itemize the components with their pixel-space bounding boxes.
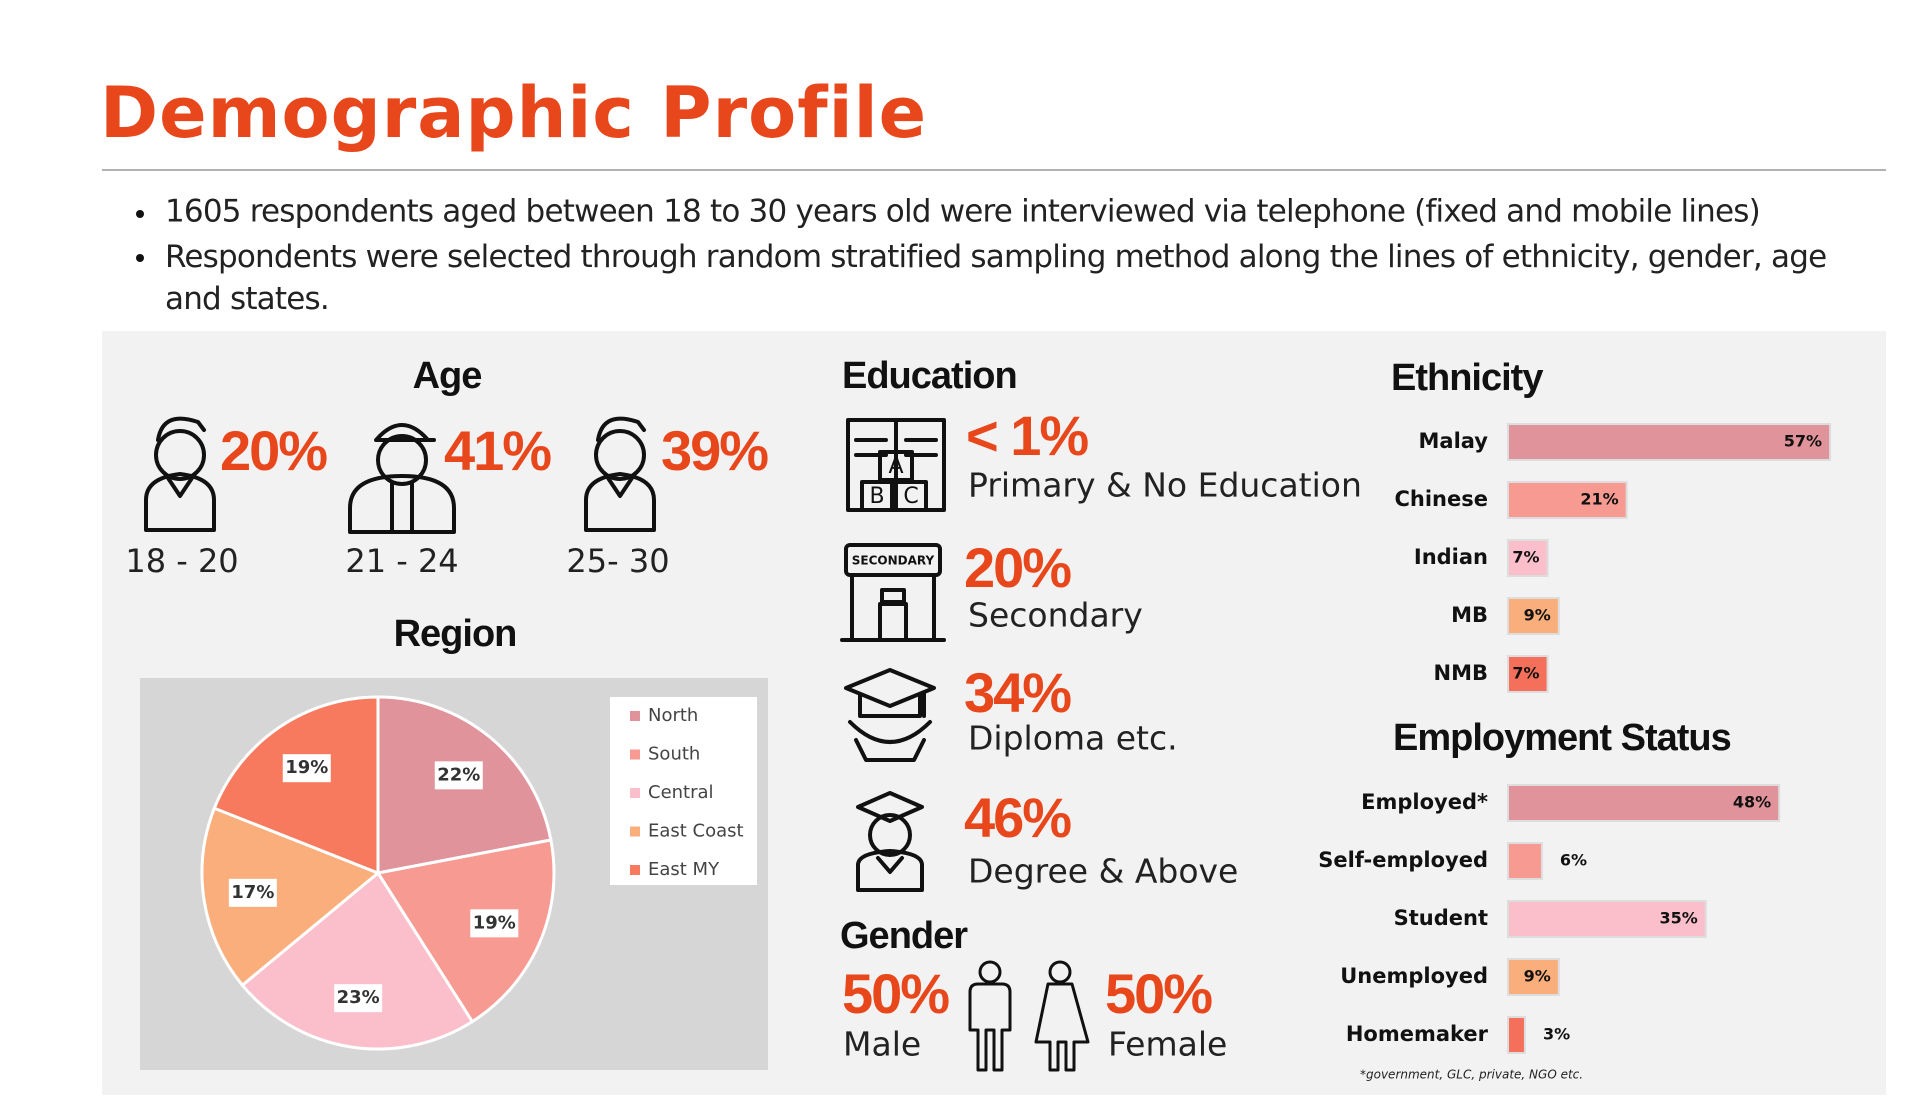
education-value: < 1%	[966, 404, 1088, 467]
legend-swatch	[630, 865, 640, 875]
age-value: 39%	[661, 419, 768, 482]
label-box	[228, 878, 277, 907]
label-box	[282, 754, 331, 783]
bar	[1507, 784, 1781, 822]
bullet-text: Respondents were selected through random…	[165, 239, 1827, 317]
legend-swatch	[630, 788, 640, 798]
label-box	[334, 984, 383, 1013]
pie-slice	[200, 806, 381, 988]
age-label: 25- 30	[566, 542, 669, 580]
legend-label: North	[648, 705, 698, 726]
age-value: 41%	[444, 419, 551, 482]
section-title: Age	[413, 355, 482, 397]
education-label: Diploma etc.	[968, 719, 1178, 758]
bar	[1507, 958, 1560, 996]
section-title: Gender	[840, 915, 968, 957]
education-value: 46%	[964, 786, 1071, 849]
bar	[1507, 655, 1549, 693]
footnote: *government, GLC, private, NGO etc.	[1360, 1068, 1583, 1082]
label-box	[434, 761, 483, 790]
section-title: Employment Status	[1393, 717, 1731, 759]
data-label: 6%	[1560, 851, 1587, 870]
data-label: 57%	[1784, 432, 1822, 451]
person-icon	[584, 416, 656, 532]
legend-swatch	[630, 826, 640, 837]
section-title: Ethnicity	[1391, 357, 1543, 399]
pie-slice	[240, 870, 475, 1051]
person-icon	[144, 416, 216, 532]
category-label: Self-employed	[1318, 848, 1488, 872]
category-label: NMB	[1434, 661, 1488, 685]
age-value: 20%	[220, 419, 327, 482]
education-value: 20%	[964, 536, 1071, 599]
bar	[1507, 900, 1707, 938]
section-title: Region	[394, 613, 517, 655]
bullet-text: 1605 respondents aged between 18 to 30 y…	[165, 194, 1760, 230]
icon-letter: C	[903, 484, 918, 509]
category-label: Student	[1394, 906, 1488, 930]
data-label: 7%	[1512, 548, 1539, 567]
bullet	[136, 254, 144, 262]
book-icon	[846, 418, 946, 512]
category-label: Employed*	[1361, 790, 1488, 814]
icon-letter: A	[888, 454, 903, 479]
bullet	[136, 210, 144, 218]
icon-letter: B	[869, 484, 884, 509]
category-label: Chinese	[1395, 487, 1489, 511]
bar	[1507, 597, 1560, 635]
female-icon	[1034, 960, 1090, 1072]
category-label: Unemployed	[1340, 964, 1488, 988]
category-label: Malay	[1419, 429, 1489, 453]
page-title: Demographic Profile	[100, 72, 927, 154]
education-label: Degree & Above	[968, 852, 1238, 891]
bullet-wrap: Respondents were selected through random…	[165, 239, 1827, 317]
data-label: 9%	[1524, 967, 1551, 986]
data-label: 22%	[437, 764, 480, 785]
data-label: 17%	[231, 882, 274, 903]
legend-swatch	[630, 749, 640, 760]
age-label: 18 - 20	[125, 542, 238, 580]
gender-value: 50%	[1105, 962, 1212, 1025]
bar	[1507, 481, 1628, 519]
bar	[1507, 1016, 1526, 1054]
bar	[1507, 539, 1549, 577]
legend-label: East Coast	[648, 821, 744, 842]
education-label: Secondary	[968, 596, 1143, 635]
data-label: 48%	[1733, 793, 1771, 812]
category-label: MB	[1451, 603, 1488, 627]
gender-value: 50%	[842, 962, 949, 1025]
bar	[1507, 423, 1832, 461]
graduate-icon	[844, 668, 936, 762]
legend-label: South	[648, 744, 700, 765]
data-label: 23%	[337, 987, 380, 1008]
bar	[1507, 842, 1543, 880]
pie-slice	[212, 695, 380, 876]
school-icon	[840, 543, 946, 642]
category-label: Homemaker	[1346, 1022, 1489, 1046]
category-label: Indian	[1414, 545, 1488, 569]
legend-swatch	[630, 711, 640, 721]
education-label: Primary & No Education	[968, 466, 1362, 505]
legend-label: Central	[648, 782, 714, 803]
gender-label: Female	[1108, 1025, 1227, 1064]
data-label: 21%	[1580, 490, 1618, 509]
data-label: 9%	[1524, 606, 1551, 625]
data-label: 19%	[285, 757, 328, 778]
pie-slice	[375, 838, 556, 1024]
education-value: 34%	[964, 661, 1071, 724]
icon-text: SECONDARY	[852, 554, 935, 568]
section-title: Education	[842, 355, 1017, 397]
data-label: 7%	[1512, 664, 1539, 683]
data-label: 19%	[473, 912, 516, 933]
data-label: 35%	[1659, 909, 1697, 928]
graduate-person-icon	[856, 791, 924, 892]
gender-label: Male	[843, 1025, 921, 1064]
legend-label: East MY	[648, 859, 720, 880]
age-label: 21 - 24	[345, 542, 458, 580]
label-box	[470, 909, 519, 938]
male-icon	[968, 960, 1012, 1072]
data-label: 3%	[1543, 1025, 1570, 1044]
person-icon	[348, 423, 456, 534]
